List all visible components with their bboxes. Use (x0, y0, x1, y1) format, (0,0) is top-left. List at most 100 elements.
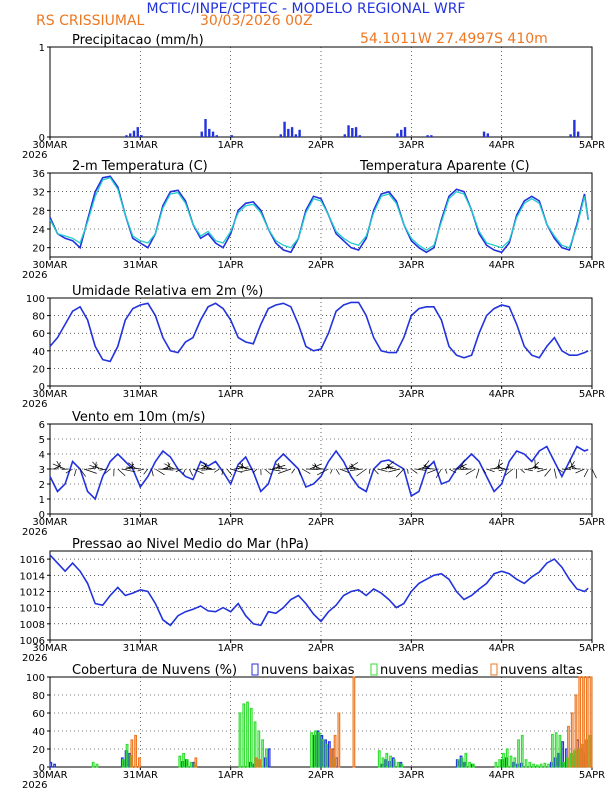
rh-year-label: 2026 (22, 399, 47, 410)
wind-arrow (298, 468, 301, 475)
wind-arrow (317, 468, 329, 476)
cloud-bar-1 (554, 732, 558, 768)
temp-xtick-label: 4APR (489, 260, 515, 271)
wind-arrow (395, 468, 405, 478)
cloud-bar-2 (134, 734, 138, 768)
wind-year-label: 2026 (22, 527, 47, 538)
slp-ytick-label: 1014 (20, 571, 45, 582)
cloud-bar-1 (528, 761, 532, 768)
wind-arrow (460, 465, 468, 470)
rh-ytick-label: 20 (32, 364, 45, 375)
precip-bar (403, 127, 407, 137)
clouds-year-label: 2026 (22, 780, 47, 791)
wind-arrow (312, 464, 322, 470)
precip-xtick-label: 5APR (579, 140, 605, 151)
wind-arrow (271, 464, 286, 470)
cloud-bar-2 (329, 748, 333, 768)
temp-series-1 (49, 176, 589, 251)
temp-title: 2-m Temperatura (C) (72, 159, 208, 174)
wind-arrow (557, 468, 564, 473)
wind-arrow (182, 468, 186, 475)
cloud-bar-1 (471, 763, 475, 768)
wind-arrow (504, 468, 514, 476)
wind-arrow (234, 466, 249, 470)
cloud-bar-2 (258, 759, 262, 768)
wind-arrow (534, 459, 536, 470)
cloud-bar-1 (460, 757, 464, 768)
wind-arrow (435, 468, 442, 479)
precip-bar (298, 129, 301, 137)
cloud-bar-2 (585, 676, 589, 768)
wind-arrow (497, 466, 506, 470)
cloud-bar-1 (246, 701, 249, 768)
precip-bar (129, 133, 132, 137)
wind-arrow (418, 464, 431, 470)
legend-swatch-2 (490, 663, 498, 676)
wind-arrow (302, 468, 311, 475)
clouds-xtick-label: 5APR (579, 770, 605, 781)
wind-arrow (196, 468, 212, 470)
wind-arrow (239, 468, 254, 473)
slp-xtick-label: 5APR (579, 643, 605, 654)
rh-xtick-label: 1APR (218, 389, 244, 400)
precip-bar (343, 134, 346, 137)
rh-xtick-label: 2APR (308, 389, 334, 400)
wind-arrow (498, 468, 510, 472)
slp-xtick-label: 2APR (308, 643, 334, 654)
slp-xtick-label: 1APR (218, 643, 244, 654)
cloud-bar-2 (337, 712, 341, 768)
precip-ytick-label: 1 (39, 43, 45, 54)
cloud-bar-1 (535, 764, 539, 768)
wind-arrow (188, 468, 194, 476)
rh-ytick-label: 0 (39, 382, 45, 393)
precip-bar (576, 131, 580, 137)
cloud-bar-2 (194, 757, 198, 768)
wind-arrow (426, 468, 438, 474)
slp-ytick-label: 1012 (20, 587, 45, 598)
wind-arrow (159, 468, 174, 471)
temp-xtick-label: 31MAR (123, 260, 158, 271)
cloud-bar-1 (321, 739, 325, 768)
precip-bar (358, 135, 362, 137)
slp-title: Pressao ao Nivel Medio do Mar (hPa) (72, 537, 309, 552)
precip-bar (290, 127, 294, 137)
wind-arrow (459, 459, 465, 470)
wind-arrow (192, 468, 204, 475)
cloud-bar-1 (396, 761, 400, 768)
cloud-bar-0 (49, 761, 53, 768)
wind-ytick-label: 6 (39, 420, 45, 431)
cloud-bar-2 (578, 676, 582, 768)
wind-arrow (264, 468, 272, 475)
temp-xtick-label: 2APR (308, 260, 334, 271)
precip-bar (215, 135, 219, 137)
cloud-bar-1 (249, 707, 253, 768)
wind-arrow (482, 468, 487, 474)
precip-bar (283, 121, 286, 137)
cloud-bar-2 (352, 676, 356, 768)
cloud-bar-1 (189, 761, 193, 768)
precip-xtick-label: 4APR (489, 140, 515, 151)
slp-xtick-label: 3APR (398, 643, 424, 654)
cloud-bar-2 (254, 757, 258, 768)
wind-xtick-label: 1APR (218, 517, 244, 528)
wind-arrow (381, 466, 394, 470)
wind-arrow (200, 464, 212, 470)
cloud-bar-2 (582, 676, 585, 768)
precip-bar (400, 129, 403, 137)
slp-year-label: 2026 (22, 653, 47, 664)
wind-arrow (155, 468, 165, 476)
precip-xtick-label: 30MAR (32, 140, 67, 151)
wind-arrow (65, 468, 73, 474)
cloud-bar-2 (567, 725, 570, 768)
wind-ytick-label: 2 (39, 480, 45, 491)
wind-arrow (575, 468, 585, 474)
wind-arrow (520, 468, 525, 474)
cloud-bar-2 (137, 757, 141, 768)
clouds-ytick-label: 20 (32, 745, 45, 756)
cloud-bar-2 (333, 734, 337, 768)
precip-xtick-label: 3APR (398, 140, 424, 151)
precip-bar (132, 130, 136, 137)
wind-arrow (56, 460, 62, 470)
cloud-bar-1 (539, 763, 543, 768)
slp-xtick-label: 30MAR (32, 643, 67, 654)
